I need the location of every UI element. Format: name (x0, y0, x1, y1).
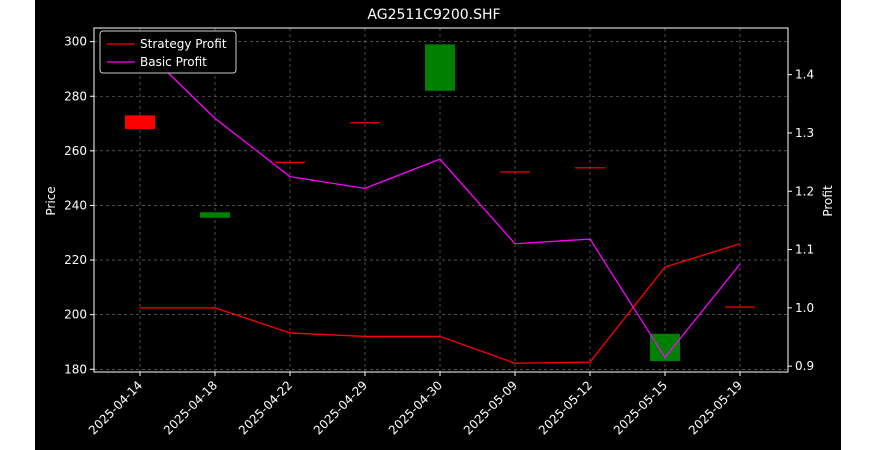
y-tick-label: 180 (64, 362, 87, 376)
plot-frame (93, 27, 789, 373)
y-tick-label: 280 (64, 89, 87, 103)
y-tick-label: 200 (64, 308, 87, 322)
y-tick-label: 220 (64, 253, 87, 267)
x-tick-label: 2025-04-14 (86, 378, 145, 437)
y2-tick-label: 0.9 (795, 359, 814, 373)
legend-label-strategy: Strategy Profit (140, 37, 227, 51)
x-tick-label: 2025-05-12 (536, 378, 595, 437)
chart-title: AG2511C9200.SHF (367, 7, 500, 23)
chart-svg: AG2511C9200.SHF Price Profit 180 200 220 24… (44, 7, 835, 437)
legend-label-basic: Basic Profit (140, 55, 207, 69)
y2-tick-label: 1.2 (795, 184, 814, 198)
candle-2025-04-14 (125, 115, 155, 130)
y-tick-label: 240 (64, 198, 87, 212)
x-tick-label: 2025-05-19 (686, 378, 745, 437)
candle-2025-04-22 (275, 161, 305, 163)
x-tick-label: 2025-04-22 (236, 378, 295, 437)
candle-2025-04-30 (425, 44, 455, 91)
x-tick-label: 2025-05-15 (611, 378, 670, 437)
y2-tick-label: 1.3 (795, 126, 814, 140)
candle-2025-05-09 (500, 171, 530, 173)
y2-tick-label: 1.0 (795, 301, 814, 315)
y2-axis-label: Profit (821, 185, 835, 217)
candle-2025-05-19 (725, 306, 755, 308)
chart-figure: AG2511C9200.SHF Price Profit 180 200 220 24… (35, 0, 841, 450)
profit-lines (139, 45, 741, 364)
legend: Strategy Profit Basic Profit (99, 30, 237, 74)
y2-tick-label: 1.1 (795, 243, 814, 257)
x-tick-label: 2025-05-09 (461, 378, 520, 437)
x-tick-label: 2025-04-29 (311, 378, 370, 437)
candle-2025-04-29 (350, 122, 380, 124)
y2-tick-label: 1.4 (795, 68, 814, 82)
y-tick-label: 300 (64, 35, 87, 49)
candle-2025-04-18 (200, 212, 230, 218)
x-tick-label: 2025-04-18 (161, 378, 220, 437)
candle-2025-05-12 (575, 167, 605, 169)
x-tick-label: 2025-04-30 (386, 378, 445, 437)
y-tick-label: 260 (64, 144, 87, 158)
y-axis-label: Price (44, 186, 58, 215)
